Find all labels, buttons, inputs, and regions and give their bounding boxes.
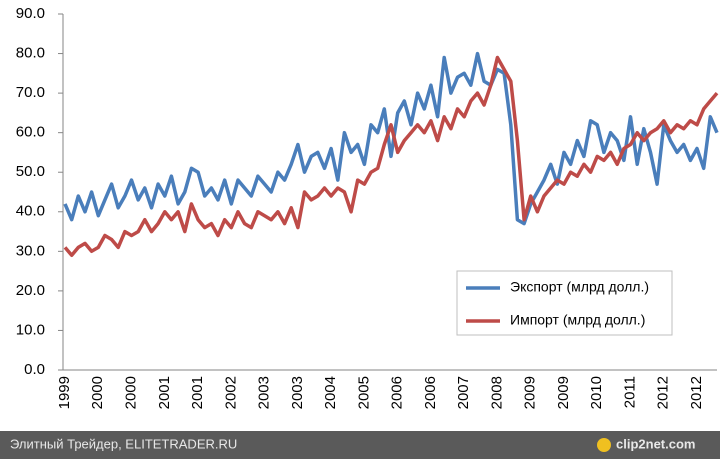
x-tick-label: 2001 [189,376,206,409]
x-tick-label: 2006 [389,376,406,409]
x-tick-label: 2007 [455,376,472,409]
x-tick-label: 2002 [222,376,239,409]
y-tick-label: 90.0 [16,5,45,22]
x-tick-label: 1999 [56,376,73,409]
x-tick-label: 2010 [588,376,605,409]
x-tick-label: 2005 [355,376,372,409]
x-tick-label: 2000 [122,376,139,409]
x-tick-label: 2003 [256,376,273,409]
legend-label: Экспорт (млрд долл.) [510,279,649,295]
series-line [63,51,719,226]
x-tick-label: 2000 [89,376,106,409]
x-tick-label: 2009 [555,376,572,409]
legend [456,270,673,336]
x-tick-label: 2003 [289,376,306,409]
x-tick-label: 2011 [621,376,638,408]
footer-right: clip2net.com [616,436,695,451]
y-tick-label: 70.0 [16,84,45,101]
y-tick-label: 0.0 [24,361,45,378]
series-line [63,55,719,258]
background [0,0,720,431]
legend-label: Импорт (млрд долл.) [510,312,645,328]
footer-left: Элитный Трейдер, ELITETRADER.RU [10,436,237,451]
x-tick-label: 2008 [488,376,505,409]
x-tick-label: 2001 [156,376,173,409]
y-tick-label: 40.0 [16,203,45,220]
y-tick-label: 60.0 [16,124,45,141]
x-tick-label: 2012 [688,376,705,409]
x-tick-label: 2012 [655,376,672,409]
x-tick-label: 2006 [422,376,439,409]
y-tick-label: 50.0 [16,163,45,180]
y-tick-label: 30.0 [16,242,45,259]
y-tick-label: 10.0 [16,321,45,338]
y-tick-label: 80.0 [16,45,45,62]
x-tick-label: 2004 [322,376,339,409]
x-tick-label: 2009 [522,376,539,409]
y-tick-label: 20.0 [16,282,45,299]
logo-icon [597,438,611,452]
